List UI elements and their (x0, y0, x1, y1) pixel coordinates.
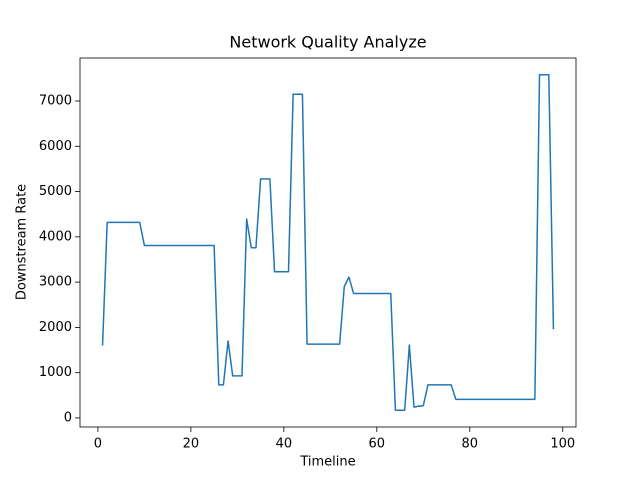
x-tick-label: 60 (369, 437, 386, 452)
y-tick-label: 1000 (39, 365, 72, 380)
x-axis-label: Timeline (299, 455, 355, 470)
y-tick-label: 0 (64, 410, 72, 425)
y-tick-label: 2000 (39, 320, 72, 335)
y-tick-label: 5000 (39, 184, 72, 199)
y-tick-label: 6000 (39, 139, 72, 154)
x-tick-label: 40 (276, 437, 293, 452)
plot-frame (79, 57, 577, 428)
y-tick-label: 4000 (39, 229, 72, 244)
x-tick-label: 0 (94, 437, 102, 452)
x-tick-label: 80 (462, 437, 479, 452)
y-tick-label: 7000 (39, 94, 72, 109)
x-tick-label: 20 (183, 437, 200, 452)
data-line (101, 74, 555, 411)
chart-title: Network Quality Analyze (229, 33, 426, 52)
y-axis-label: Downstream Rate (15, 184, 30, 300)
x-tick-label: 100 (550, 437, 575, 452)
y-tick-label: 3000 (39, 275, 72, 290)
